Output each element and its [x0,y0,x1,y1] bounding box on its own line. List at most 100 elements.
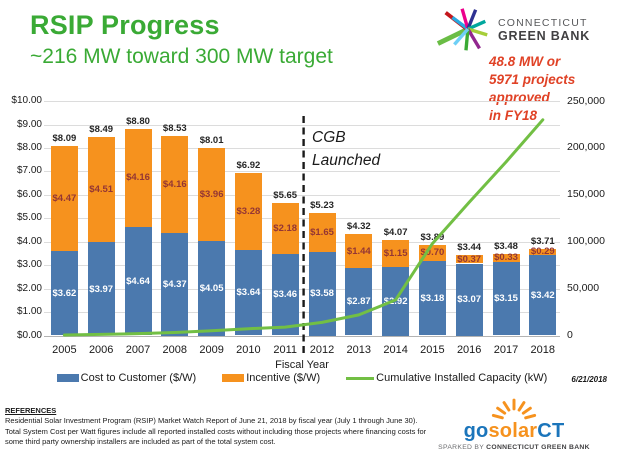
y-axis-label-left: $3.00 [16,259,42,271]
bar-2008-incentive-label: $4.16 [162,178,187,190]
wordmark-ct: CT [537,420,565,442]
cgb-launched-label: CGB Launched [312,126,380,172]
bar-2008-total-label: $8.53 [162,122,187,134]
bar-2007-cost-label: $4.64 [126,275,150,287]
report-date: 6/21/2018 [571,375,607,384]
legend-label: Cumulative Installed Capacity (kW) [376,372,548,384]
x-axis-label-2010: 2010 [236,344,261,356]
chart-legend: Cost to Customer ($/W) Incentive ($/W) C… [44,372,560,384]
y-axis-label-right: 100,000 [567,235,605,248]
y-axis-label-right: 0 [567,329,573,341]
bar-2009-total-label: $8.01 [199,134,224,146]
tagline-bold: CONNECTICUT GREEN BANK [486,444,590,451]
x-axis-label-2016: 2016 [456,344,482,356]
bar-2006-incentive-label: $4.51 [89,184,114,195]
y-axis-label-left: $0.00 [16,329,42,341]
bar-2009-cost-label: $4.05 [199,282,224,294]
bar-2018-total-label: $3.71 [530,235,555,247]
x-axis-label-2006: 2006 [88,344,114,356]
bar-2007-incentive-label: $4.16 [126,172,150,184]
x-axis-label-2011: 2011 [273,344,298,356]
gosolarct-tagline: SPARKED BY CONNECTICUT GREEN BANK [436,444,592,451]
brand-line1: CONNECTICUT [498,16,588,29]
green-bank-wordmark: CONNECTICUT GREEN BANK [498,17,590,43]
brand-line2: GREEN BANK [498,28,591,43]
bar-2005-cost-label: $3.62 [52,287,77,299]
references-block: REFERENCES Residential Solar Investment … [5,406,429,448]
x-axis-title: Fiscal Year [275,359,329,371]
bar-2014-cost-label: $2.92 [383,295,408,307]
x-axis-label-2018: 2018 [530,344,556,356]
x-axis-label-2007: 2007 [125,344,151,356]
x-axis-label-2005: 2005 [52,344,77,356]
x-axis-label-2014: 2014 [383,344,408,356]
callout-line: 48.8 MW or [489,54,561,69]
legend-label: Incentive ($/W) [246,372,321,384]
y-axis-label-left: $10.00 [11,95,42,106]
page-subtitle: ~216 MW toward 300 MW target [30,45,333,68]
bar-2010-cost-label: $3.64 [236,287,261,299]
bar-2016-incentive-label: $0.37 [457,253,482,265]
y-axis-label-left: $8.00 [16,141,42,153]
gosolarct-wordmark: gosolarCT [436,421,592,441]
legend-item-incentive: Incentive ($/W) [222,372,320,384]
bar-2017-cost-label: $3.15 [494,293,518,305]
grid-line [44,218,560,220]
bar-2010-total-label: $6.92 [236,160,261,172]
y-axis-label-left: $7.00 [16,165,42,177]
cgb-label-line: CGB [312,129,346,146]
y-axis-label-right: 250,000 [567,94,605,107]
bar-2006-cost-label: $3.97 [89,283,114,295]
y-axis-label-left: $5.00 [16,212,42,224]
bar-2013-cost-label: $2.87 [346,296,371,308]
cgb-label-line: Launched [312,152,381,169]
green-bank-starburst-icon [436,4,494,56]
references-body: Residential Solar Investment Program (RS… [5,416,427,446]
bar-2009-incentive-label: $3.96 [199,188,224,200]
connecticut-green-bank-logo: CONNECTICUT GREEN BANK [436,4,616,56]
legend-item-cumulative-capacity: Cumulative Installed Capacity (kW) [346,372,547,384]
wordmark-go: go [463,420,489,442]
x-axis-label-2009: 2009 [199,344,224,356]
x-axis-label-2012: 2012 [309,344,335,356]
legend-swatch-green-line [346,376,375,380]
bar-2005-incentive-label: $4.47 [52,192,77,204]
y-axis-label-left: $9.00 [16,118,42,130]
wordmark-solar: solar [488,420,538,442]
bar-2018-cost-label: $3.42 [530,289,555,301]
bar-2012-cost-label: $3.58 [310,288,334,299]
grid-line [44,335,560,337]
x-axis-label-2013: 2013 [346,344,372,356]
x-axis-label-2017: 2017 [493,344,519,356]
legend-item-cost-to-customer: Cost to Customer ($/W) [56,372,196,384]
bar-2011-cost-label: $3.46 [273,289,298,301]
bar-2014-incentive-label: $1.15 [383,248,408,259]
sun-rays-icon [436,395,592,421]
callout-line: 5971 projects [489,72,576,87]
y-axis-label-right: 200,000 [567,141,605,154]
x-axis-label-2015: 2015 [420,344,445,356]
legend-swatch-orange [222,374,245,382]
bar-2010-incentive-label: $3.28 [236,206,261,218]
y-axis-label-right: 150,000 [567,188,605,201]
grid-line [44,147,560,149]
y-axis-label-left: $6.00 [16,188,42,200]
bar-2018-incentive-label: $0.29 [530,246,555,258]
bar-2015-cost-label: $3.18 [420,292,445,304]
y-axis-label-right: 50,000 [567,282,600,295]
bar-2012-total-label: $5.23 [310,199,334,211]
bar-2008-cost-label: $4.37 [162,278,187,290]
bar-2011-incentive-label: $2.18 [273,223,298,235]
x-axis-label-2008: 2008 [162,344,188,356]
grid-line [44,101,560,102]
y-axis-label-left: $1.00 [16,306,42,318]
page-title: RSIP Progress [30,10,220,40]
y-axis-label-left: $4.00 [16,235,42,247]
legend-swatch-blue [56,374,79,382]
references-heading: REFERENCES [5,406,57,415]
gosolarct-logo: gosolarCT SPARKED BY CONNECTICUT GREEN B… [436,395,592,451]
tagline-prefix: SPARKED BY [438,444,487,451]
bar-2017-incentive-label: $0.33 [494,252,518,264]
